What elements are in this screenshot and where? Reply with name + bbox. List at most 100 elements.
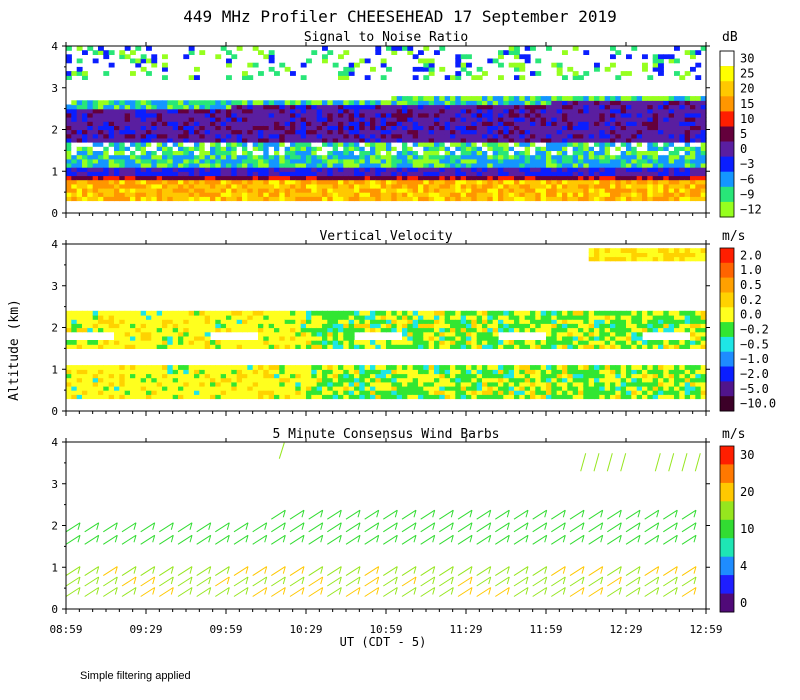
snr-cell [316, 137, 323, 143]
snr-cell [642, 179, 648, 185]
velocity-cell [594, 381, 600, 387]
velocity-cell [455, 365, 462, 370]
velocity-cell [460, 315, 467, 320]
snr-cell [82, 179, 88, 185]
snr-cell [647, 167, 654, 172]
velocity-cell [551, 327, 558, 333]
snr-cell [199, 137, 206, 143]
snr-cell [386, 112, 392, 118]
snr-cell [663, 162, 670, 168]
snr-cell [556, 121, 563, 126]
snr-cell [135, 158, 142, 164]
snr-cell [354, 108, 360, 114]
velocity-cell [444, 327, 451, 333]
snr-cell [263, 175, 270, 181]
snr-cell [311, 142, 318, 147]
velocity-cell [167, 344, 174, 349]
snr-cell [530, 179, 536, 185]
snr-cell [199, 150, 206, 156]
velocity-cell [247, 377, 254, 383]
snr-cell [391, 162, 398, 168]
snr-cell [482, 154, 488, 160]
snr-cell [466, 154, 472, 160]
velocity-cell [76, 369, 83, 375]
snr-cell [610, 171, 616, 177]
velocity-cell [402, 315, 408, 320]
snr-cell [178, 162, 184, 168]
snr-cell [359, 146, 366, 151]
snr-cell [194, 75, 200, 80]
snr-cell [263, 54, 270, 60]
velocity-cell [503, 319, 510, 324]
snr-cell [124, 167, 131, 172]
velocity-cell [594, 390, 600, 395]
velocity-cell [610, 256, 616, 262]
velocity-cell [156, 319, 163, 324]
velocity-cell [583, 390, 590, 395]
velocity-cell [194, 369, 200, 375]
snr-cell [588, 142, 595, 147]
snr-cell [108, 121, 115, 126]
snr-cell [439, 117, 446, 122]
snr-cell [130, 133, 136, 139]
snr-cell [135, 150, 142, 156]
velocity-cell [316, 323, 323, 329]
velocity-cell [386, 365, 392, 370]
snr-cell [204, 146, 211, 151]
velocity-cell [146, 335, 152, 341]
velocity-cell [135, 340, 142, 345]
snr-cell [594, 179, 600, 185]
snr-cell [578, 150, 584, 156]
velocity-cell [279, 344, 286, 349]
velocity-cell [418, 365, 424, 370]
snr-cell [535, 121, 542, 126]
velocity-cell [87, 385, 94, 391]
snr-cell [343, 158, 350, 164]
snr-cell [215, 167, 222, 172]
velocity-cell [503, 381, 510, 387]
snr-cell [546, 142, 552, 147]
velocity-cell [450, 319, 456, 324]
snr-cell [503, 142, 510, 147]
snr-cell [338, 187, 344, 193]
snr-cell [71, 121, 78, 126]
snr-cell [647, 121, 654, 126]
velocity-cell [418, 344, 424, 349]
snr-cell [434, 162, 440, 168]
velocity-cell [594, 340, 600, 345]
snr-cell [396, 133, 403, 139]
snr-cell [146, 167, 152, 172]
snr-cell [668, 196, 675, 202]
snr-cell [108, 183, 115, 189]
velocity-cell [578, 335, 584, 341]
velocity-cell [306, 369, 312, 375]
snr-cell [487, 108, 494, 114]
velocity-cell [396, 365, 403, 370]
velocity-cell [599, 319, 606, 324]
snr-cell [487, 150, 494, 156]
velocity-cell [194, 385, 200, 391]
snr-cell [450, 142, 456, 147]
snr-cell [450, 75, 456, 80]
snr-cell [583, 100, 590, 106]
snr-cell [87, 150, 94, 156]
velocity-cell [114, 344, 120, 349]
snr-cell [146, 175, 152, 181]
snr-cell [306, 112, 312, 118]
velocity-cell [540, 377, 547, 383]
snr-cell [124, 154, 131, 160]
snr-cell [135, 125, 142, 131]
snr-cell [524, 150, 531, 156]
snr-cell [492, 129, 499, 135]
snr-cell [652, 175, 659, 181]
snr-cell [631, 146, 638, 151]
snr-cell [140, 121, 147, 126]
snr-cell [567, 108, 574, 114]
snr-cell [316, 142, 323, 147]
snr-cell [338, 154, 344, 160]
snr-cell [668, 179, 675, 185]
velocity-cell [327, 327, 334, 333]
snr-cell [354, 154, 360, 160]
snr-cell [135, 108, 142, 114]
snr-cell [434, 158, 440, 164]
